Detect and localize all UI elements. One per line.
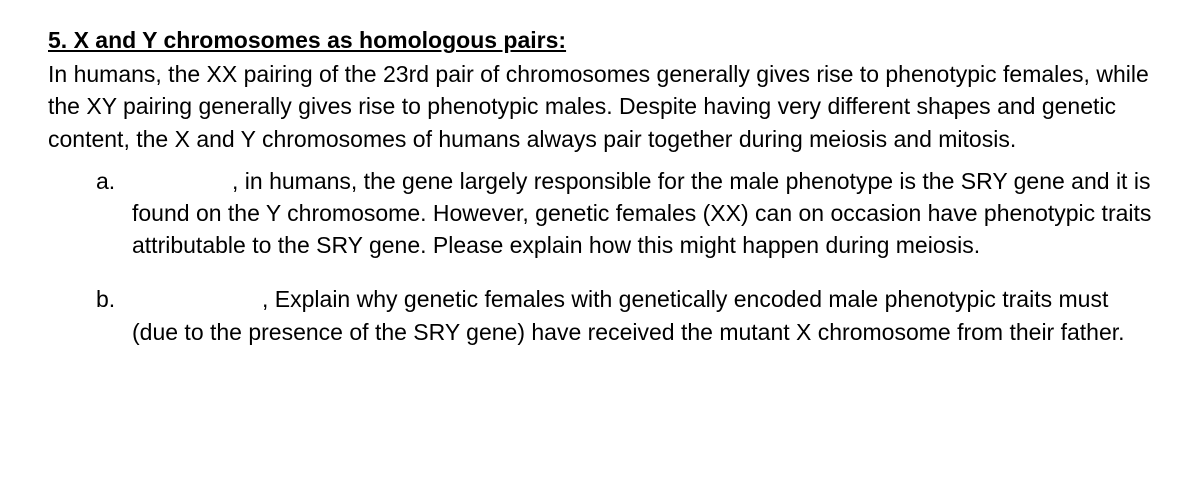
sub-item-b: b. , Explain why genetic females with ge…	[96, 283, 1152, 347]
intro-paragraph: In humans, the XX pairing of the 23rd pa…	[48, 58, 1152, 155]
sub-item-a: a. , in humans, the gene largely respons…	[96, 165, 1152, 262]
question-heading: 5. X and Y chromosomes as homologous pai…	[48, 24, 1152, 56]
sub-items-container: a. , in humans, the gene largely respons…	[48, 165, 1152, 348]
sub-item-b-content: , Explain why genetic females with genet…	[132, 286, 1125, 344]
sub-item-text-b: , Explain why genetic females with genet…	[132, 283, 1152, 347]
sub-item-label-b: b.	[96, 283, 132, 347]
sub-item-label-a: a.	[96, 165, 132, 262]
sub-item-text-a: , in humans, the gene largely responsibl…	[132, 165, 1152, 262]
sub-item-a-content: , in humans, the gene largely responsibl…	[132, 168, 1151, 258]
